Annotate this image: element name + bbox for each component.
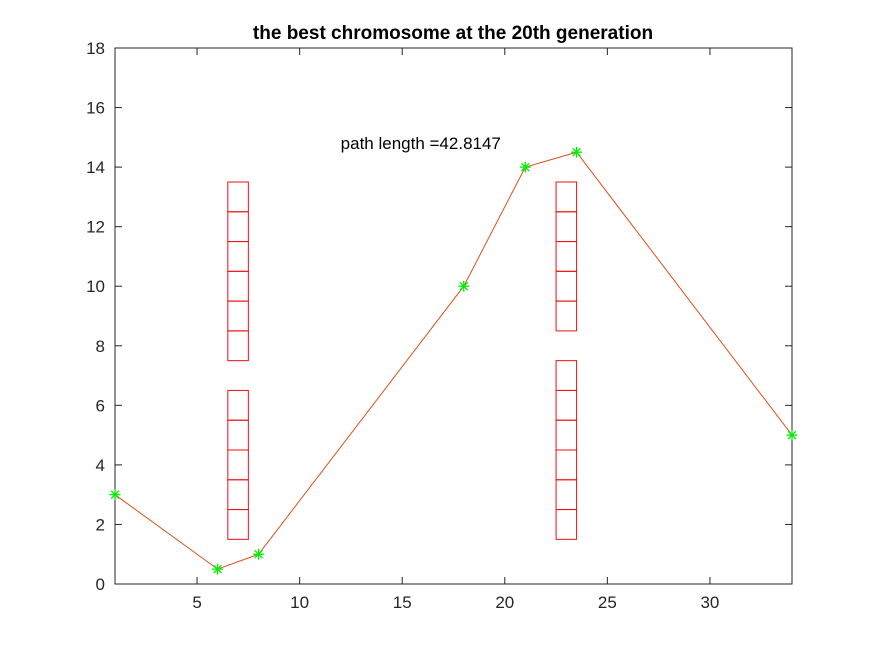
path-length-annotation: path length =42.8147 xyxy=(341,134,501,153)
x-tick-label: 5 xyxy=(192,593,201,612)
y-tick-label: 10 xyxy=(86,277,105,296)
marker-stroke xyxy=(110,490,120,500)
obstacle-cell xyxy=(555,360,578,391)
marker-stroke xyxy=(254,549,263,559)
path-point-marker xyxy=(786,429,798,441)
axes-box xyxy=(114,47,793,585)
y-tick-label: 2 xyxy=(96,515,105,534)
obstacle-cell xyxy=(227,181,249,213)
path-point-marker xyxy=(109,489,121,501)
x-tick-label: 10 xyxy=(290,593,309,612)
x-tick-label: 25 xyxy=(598,593,617,612)
y-tick-label: 0 xyxy=(96,575,105,594)
marker-stroke xyxy=(787,430,797,440)
x-tick-label: 20 xyxy=(495,593,514,612)
y-tick-label: 14 xyxy=(86,158,105,177)
y-tick-label: 8 xyxy=(96,337,105,356)
chart-title: the best chromosome at the 20th generati… xyxy=(253,23,653,44)
path-point-marker xyxy=(571,146,583,158)
y-tick-label: 4 xyxy=(96,456,105,475)
path-point-marker xyxy=(253,548,265,560)
path-point-marker xyxy=(519,161,531,173)
plot-area: 5 10 15 20 25 30 0 2 4 6 8 10 12 14 16 18 xyxy=(86,39,798,612)
marker-stroke xyxy=(572,147,581,157)
path-point-marker xyxy=(458,280,470,292)
marker-stroke xyxy=(459,281,469,291)
marker-stroke xyxy=(520,162,530,172)
x-tick-label: 30 xyxy=(700,593,719,612)
marker-stroke xyxy=(213,564,222,574)
y-tick-label: 12 xyxy=(86,218,105,237)
obstacle-cell xyxy=(227,389,249,421)
x-tick-label: 15 xyxy=(393,593,412,612)
y-tick-label: 6 xyxy=(96,396,105,415)
obstacle-cell xyxy=(555,181,578,213)
y-tick-label: 18 xyxy=(86,39,105,58)
path-point-marker xyxy=(212,563,224,575)
y-tick-label: 16 xyxy=(86,99,105,118)
